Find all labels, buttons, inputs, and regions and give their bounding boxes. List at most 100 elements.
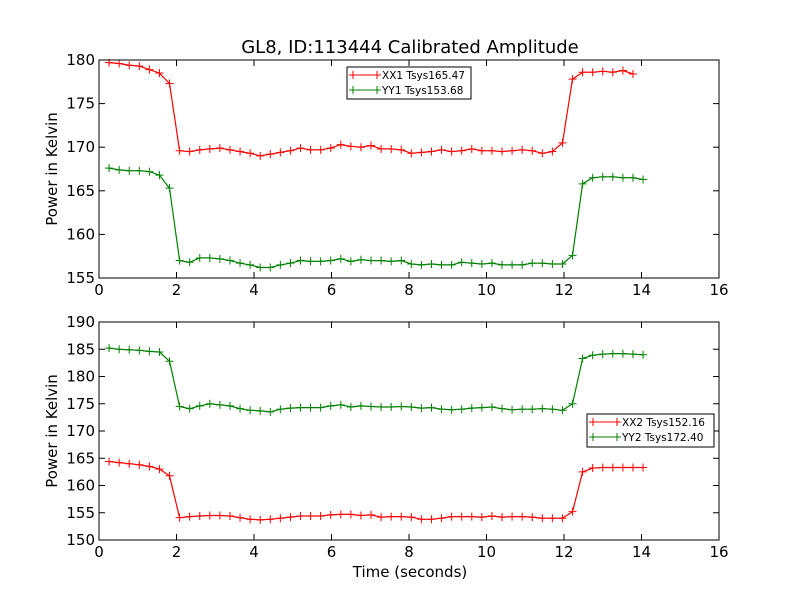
top-series-0-point	[215, 144, 224, 153]
top-y-tick-label: 175	[66, 95, 95, 113]
bottom-y-tick-label: 180	[66, 368, 95, 386]
bottom-series-0-point	[346, 510, 355, 519]
top-series-1-point	[326, 256, 335, 265]
bottom-x-tick-label: 10	[477, 543, 496, 561]
top-series-0-point	[407, 149, 416, 158]
top-subplot: Power in Kelvin 0 2 4 6 8 10 12 14 16 155 160 165 17…	[43, 51, 729, 299]
top-series-0-point	[608, 68, 617, 77]
top-series-1-point	[135, 166, 144, 175]
top-series-0-point	[326, 144, 335, 153]
top-series-0-point	[477, 146, 486, 155]
top-series-1-point	[266, 263, 275, 272]
bottom-series-1-point	[155, 347, 164, 356]
top-series-0-point	[528, 146, 537, 155]
top-series-1-point	[437, 260, 446, 269]
bottom-series-1-point	[498, 404, 506, 413]
top-series-1-point	[628, 173, 637, 182]
top-x-tick-label: 2	[172, 281, 182, 299]
top-series-0-point	[356, 143, 365, 152]
bottom-x-tick-label: 16	[709, 543, 728, 561]
bottom-series-1-point	[467, 404, 476, 413]
top-series-0-point	[205, 144, 214, 153]
bottom-series-1-point	[266, 407, 275, 416]
bottom-series-1-point	[356, 401, 365, 410]
bottom-series-0-point	[397, 512, 406, 521]
top-series-0-point	[125, 61, 134, 70]
bottom-series-0-point	[508, 512, 517, 521]
top-series-1-point	[316, 257, 325, 266]
top-series-1-point	[588, 173, 597, 182]
top-series-1-point	[548, 260, 557, 269]
bottom-series-1-point	[286, 404, 295, 413]
top-series-1-point	[639, 175, 648, 184]
bottom-series-0-point	[276, 514, 285, 523]
top-x-tick-label: 8	[404, 281, 414, 299]
top-series-0-point	[498, 147, 506, 156]
bottom-x-tick-label: 8	[404, 543, 414, 561]
top-plot-frame	[98, 59, 720, 279]
bottom-x-tick-label: 14	[632, 543, 651, 561]
top-series-0-point	[508, 146, 517, 155]
bottom-series-1-point	[437, 405, 446, 414]
bottom-series-1-point	[125, 345, 134, 354]
bottom-series-0-point	[467, 512, 476, 521]
top-x-tick-label: 14	[632, 281, 651, 299]
top-series-1-point	[115, 165, 124, 174]
top-series-0-point	[225, 145, 234, 154]
top-series-0-point	[336, 140, 345, 149]
bottom-series-0-point	[256, 515, 265, 524]
top-axis-ticks: 0 2 4 6 8 10 12 14 16 155 160 165 170 175 180	[66, 51, 728, 299]
top-series-0-point	[377, 144, 386, 153]
bottom-series-1-point	[246, 406, 255, 415]
top-x-tick-label: 12	[554, 281, 573, 299]
top-series-0-point	[618, 66, 627, 75]
top-series-0-point	[165, 79, 174, 88]
bottom-series-0-point	[225, 512, 234, 521]
bottom-x-tick-label: 0	[94, 543, 104, 561]
top-series-0-point	[185, 147, 194, 156]
top-series-1-point	[346, 257, 355, 266]
top-x-tick-label: 16	[709, 281, 728, 299]
top-series-0-point	[598, 67, 607, 76]
top-x-tick-label: 6	[327, 281, 337, 299]
top-y-axis-label: Power in Kelvin	[43, 112, 61, 226]
bottom-series-1-point	[316, 403, 325, 412]
bottom-series-1-point	[538, 404, 547, 413]
bottom-subplot: Power in Kelvin Time (seconds) 0 2 4 6 8 10 12…	[43, 313, 729, 581]
bottom-x-axis-label: Time (seconds)	[352, 563, 468, 581]
bottom-series-1-point	[417, 404, 426, 413]
bottom-series-0-point	[447, 512, 456, 521]
bottom-series-0-point	[286, 513, 295, 522]
top-legend-label-1: YY1 Tsys153.68	[381, 85, 463, 97]
top-legend-marker-1	[349, 86, 357, 94]
top-series-0-point	[548, 147, 557, 156]
bottom-series-0-point	[367, 510, 376, 519]
bottom-y-tick-label: 190	[66, 313, 95, 331]
top-series-0-point	[175, 146, 184, 155]
top-series-1-point	[286, 259, 295, 268]
top-series-1-point	[477, 260, 486, 269]
top-series-0-point	[588, 68, 597, 77]
bottom-series-1-point	[518, 405, 527, 414]
bottom-legend-label-0: XX2 Tsys152.16	[622, 417, 705, 429]
top-series-0-point	[628, 69, 637, 78]
bottom-series-0-point	[477, 513, 486, 522]
top-series-0-point	[568, 75, 577, 84]
bottom-series-1-point	[639, 350, 648, 359]
bottom-series-1-point	[568, 399, 577, 408]
bottom-y-tick-label: 150	[66, 531, 95, 549]
bottom-series-0-point	[236, 513, 245, 522]
bottom-series-1-point	[508, 405, 517, 414]
top-series-0-point	[437, 145, 446, 154]
bottom-series-1-point	[215, 400, 224, 409]
bottom-series-1-point	[185, 404, 194, 413]
top-series-1-point	[407, 260, 416, 269]
top-series-0-point	[155, 69, 164, 78]
top-series-0-point	[256, 151, 265, 160]
top-series-1-point	[276, 260, 285, 269]
top-series-1-point	[558, 260, 567, 269]
bottom-series-0-point	[356, 511, 365, 520]
top-series-0-point	[367, 141, 376, 150]
